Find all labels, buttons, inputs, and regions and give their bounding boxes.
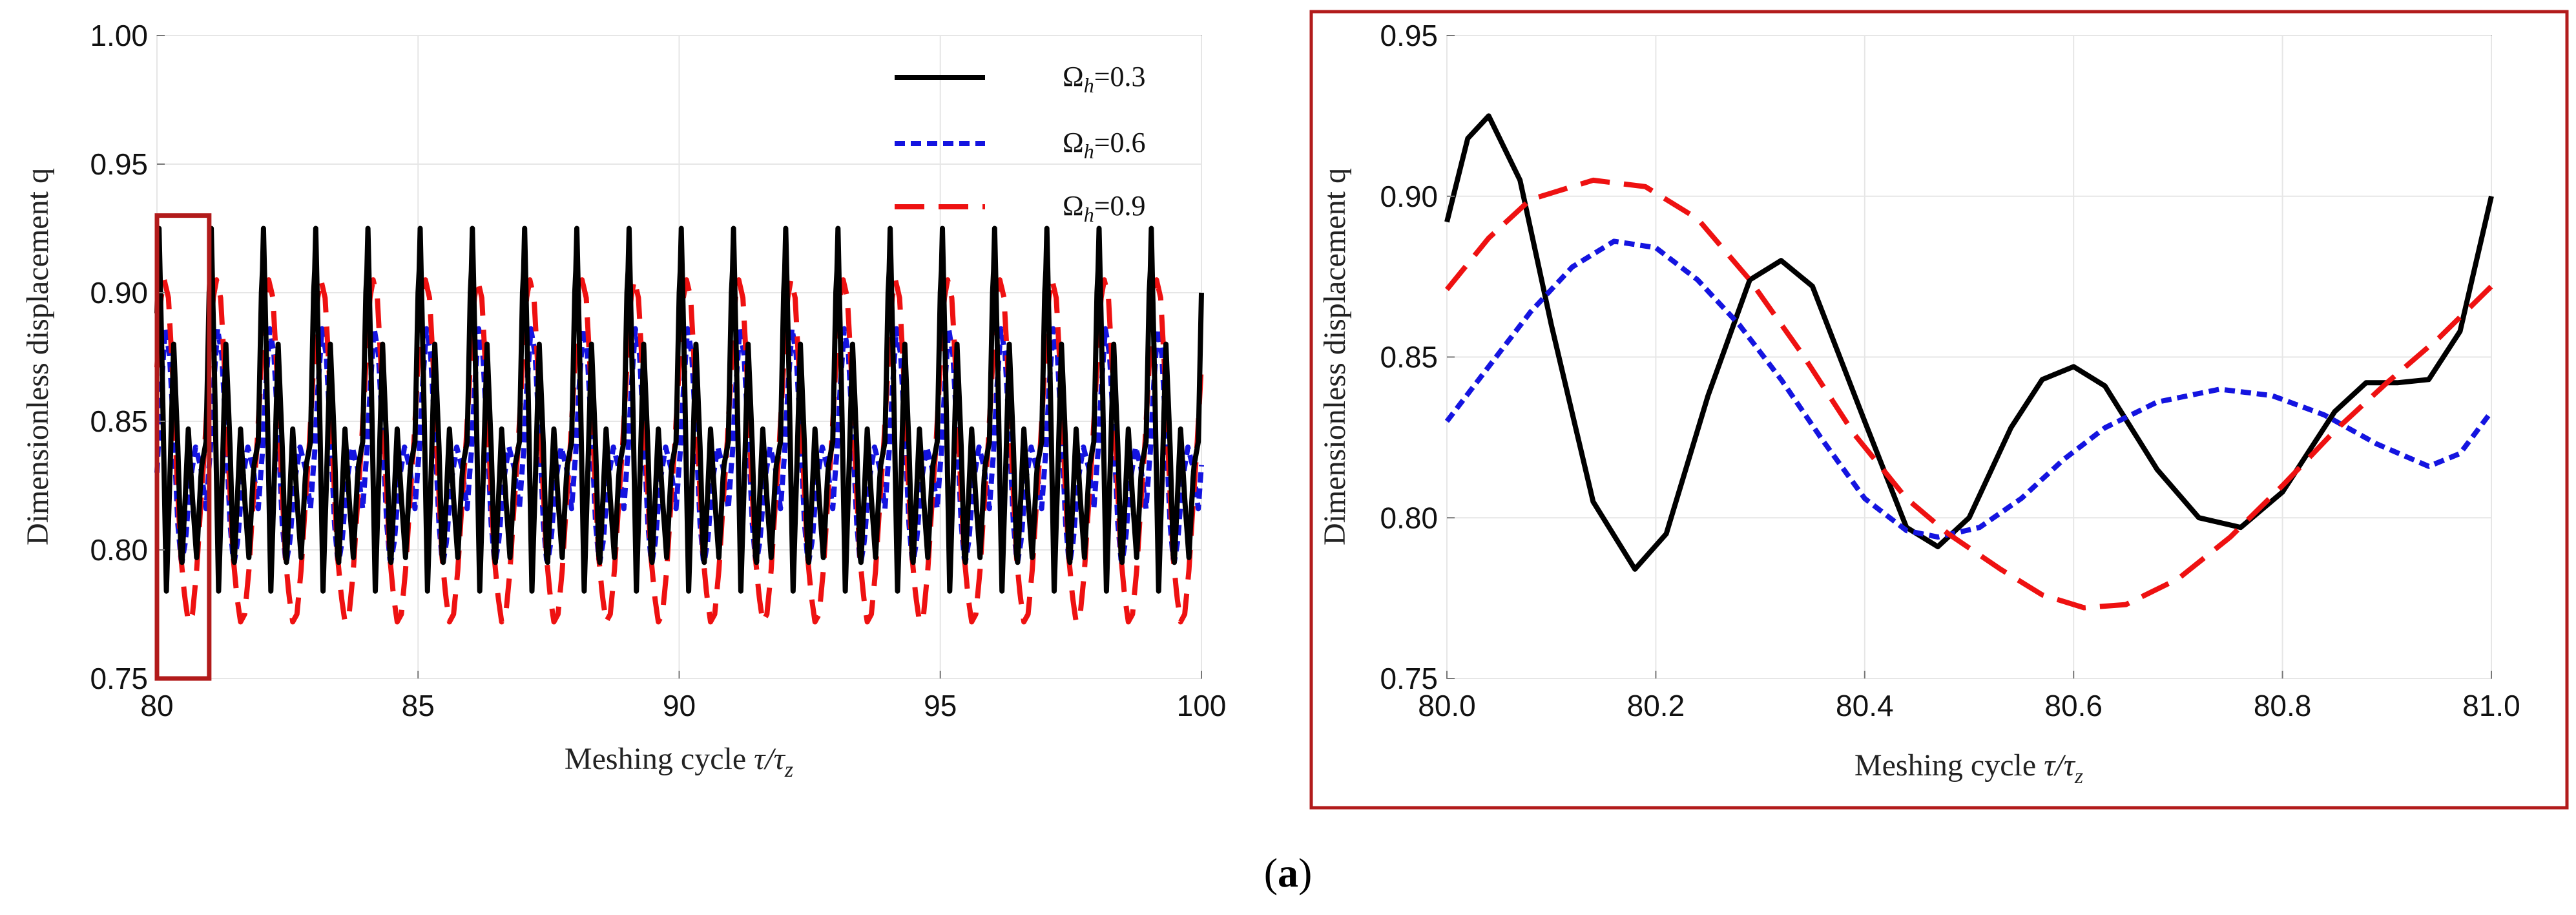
left-y-tick-label: 1.00 — [90, 19, 148, 52]
left-series-line-1 — [154, 226, 1204, 594]
right-y-tick-label: 0.80 — [1380, 501, 1438, 534]
left-series-line-2 — [154, 326, 1204, 565]
legend-entry-2: Ωh=0.6 — [895, 127, 1146, 163]
legend: Ωh=0.3 Ωh=0.6 Ωh=0.9 — [895, 61, 1146, 226]
left-x-tick-label: 80 — [140, 689, 173, 722]
legend-label-2: Ωh=0.6 — [1063, 127, 1146, 163]
right-x-tick-label: 80.6 — [2044, 689, 2103, 722]
right-x-tick-label: 80.8 — [2254, 689, 2312, 722]
left-y-tick-label: 0.85 — [90, 405, 148, 438]
left-y-axis-title: Dimensionless displacement q — [21, 168, 55, 545]
legend-label-3: Ωh=0.9 — [1063, 190, 1146, 226]
left-y-tick-label: 0.90 — [90, 276, 148, 310]
left-y-tick-label: 0.75 — [90, 662, 148, 695]
right-series-line-2 — [1444, 238, 2494, 540]
chart-right: 80.0 80.2 80.4 80.6 80.8 81.0 0.75 0.80 0.85 0.90… — [1309, 10, 2569, 810]
left-x-tick-label: 95 — [924, 689, 957, 722]
left-y-tick-label: 0.95 — [90, 147, 148, 181]
left-x-tick-label: 90 — [663, 689, 696, 722]
right-series-group — [1444, 113, 2494, 611]
right-y-tick-label: 0.95 — [1380, 19, 1438, 52]
left-series-group — [154, 226, 1204, 625]
left-y-tick-label: 0.80 — [90, 533, 148, 567]
left-x-tick-label: 85 — [402, 689, 435, 722]
left-x-axis-title: Meshing cycle τ/τz — [565, 742, 793, 782]
right-y-tick-label: 0.90 — [1380, 180, 1438, 213]
right-x-tick-label: 80.0 — [1418, 689, 1476, 722]
left-x-tick-label: 100 — [1177, 689, 1227, 722]
right-x-tick-label: 80.2 — [1627, 689, 1685, 722]
right-series-line-3 — [1444, 177, 2493, 611]
right-x-tick-label: 80.4 — [1836, 689, 1894, 722]
right-y-tick-label: 0.75 — [1380, 662, 1438, 695]
right-y-tick-label: 0.85 — [1380, 341, 1438, 374]
figure-caption: (a) — [1264, 850, 1313, 896]
chart-left: 80 85 90 95 100 0.75 0.80 0.85 0.90 0.95 1.00 Dime… — [21, 19, 1226, 782]
right-y-axis-title: Dimensionless displacement q — [1318, 168, 1352, 545]
legend-entry-3: Ωh=0.9 — [895, 190, 1146, 226]
right-x-axis-title: Meshing cycle τ/τz — [1854, 748, 2083, 788]
zoom-panel-border — [1309, 10, 2569, 810]
legend-label-1: Ωh=0.3 — [1063, 61, 1146, 97]
zoom-region-box — [154, 213, 212, 681]
legend-entry-1: Ωh=0.3 — [895, 61, 1146, 97]
right-x-tick-label: 81.0 — [2462, 689, 2520, 722]
